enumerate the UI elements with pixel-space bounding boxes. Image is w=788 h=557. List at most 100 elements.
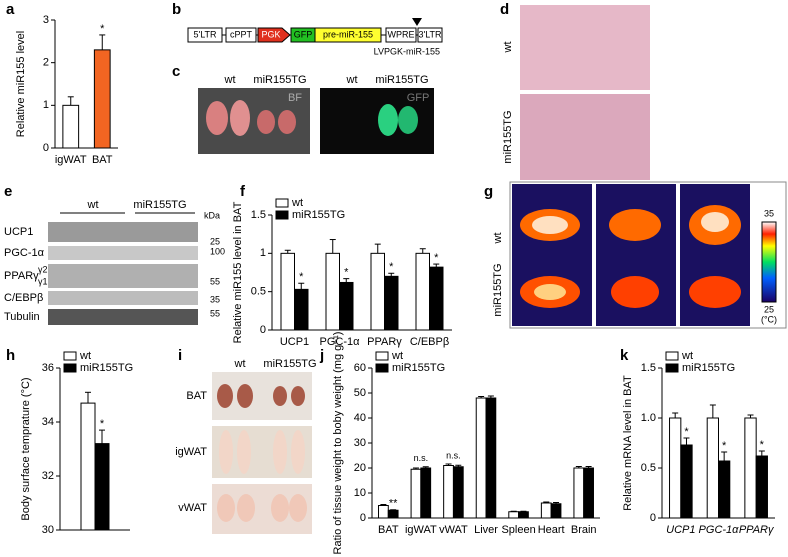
construct: 5'LTR cPPT PGK GFP pre-miR-155 WPRE 3'LT… (187, 18, 443, 56)
x-tick-label: igWAT (55, 154, 87, 166)
y-tick-label: 0.5 (251, 286, 266, 298)
significance: ** (389, 498, 398, 510)
row: wt (492, 233, 504, 245)
tissue-photos: wt miR155TG BAT igWAT vWAT (175, 358, 317, 534)
bar (420, 467, 432, 519)
y-tick-label: 30 (42, 524, 54, 536)
protein: UCP1 (4, 226, 33, 238)
group: wt (346, 74, 358, 86)
legend-label: miR155TG (80, 362, 133, 374)
bar (573, 467, 585, 519)
bar (680, 444, 693, 519)
significance: * (100, 23, 105, 35)
isoform: γ1 (38, 276, 48, 286)
y-tick-label: 60 (354, 362, 366, 374)
bar (485, 397, 497, 519)
element: 5'LTR (193, 29, 217, 39)
row: igWAT (175, 446, 207, 458)
x-tick-label: BAT (92, 154, 113, 166)
legend-swatch (275, 198, 289, 208)
x-tick-label: Spleen (501, 524, 535, 536)
bar (706, 417, 720, 519)
y-tick-label: 3 (43, 14, 49, 26)
y-tick-label: 0 (650, 512, 656, 524)
row: wt (502, 42, 514, 54)
y-tick-label: 36 (42, 362, 54, 374)
group: wt (224, 74, 236, 86)
x-tick-label: PGC-1α (699, 524, 740, 536)
bar (755, 455, 768, 519)
panel-label: j (319, 347, 324, 364)
x-tick-label: Heart (538, 524, 565, 536)
y-axis-label: Body surface temprature (°C) (20, 377, 32, 520)
x-tick-label: Liver (474, 524, 498, 536)
y-axis-label: Relative miR155 level (15, 31, 27, 137)
bar (387, 509, 399, 519)
group: miR155TG (253, 74, 306, 86)
western-blot: wt miR155TG kDa UCP1 PGC-1α PPARγ C/EBPβ… (4, 199, 225, 325)
panel-label: k (620, 347, 629, 364)
legend-label: miR155TG (682, 362, 735, 374)
thermal-image: 35 25 (°C) wt miR155TG (492, 181, 787, 329)
significance: * (760, 439, 765, 451)
scale-min: 25 (764, 304, 774, 314)
bar (429, 266, 444, 331)
significance: * (389, 261, 394, 273)
bar (518, 511, 529, 519)
bar (378, 505, 389, 519)
legend-swatch (275, 210, 289, 220)
significance: * (100, 418, 105, 430)
y-tick-label: 0 (43, 142, 49, 154)
element: cPPT (230, 29, 253, 39)
significance: * (434, 252, 439, 264)
element: pre-miR-155 (323, 29, 373, 39)
bar (410, 468, 422, 519)
y-tick-label: 10 (354, 487, 366, 499)
y-tick-label: 34 (42, 416, 54, 428)
legend-label: miR155TG (392, 362, 445, 374)
y-axis-label: Ratio of tissue weight to boby weight (m… (332, 332, 344, 555)
bar (370, 252, 385, 331)
y-axis-label: Relative miR155 level in BAT (232, 201, 244, 343)
y-tick-label: 1.5 (251, 209, 266, 221)
legend-label: wt (391, 350, 403, 362)
panel-label: f (240, 183, 246, 200)
element: WPRE (388, 29, 415, 39)
group: miR155TG (133, 199, 186, 211)
y-tick-label: 1.0 (641, 412, 656, 424)
bar (94, 443, 110, 531)
row: miR155TG (492, 263, 504, 316)
marker: 55 (210, 276, 220, 286)
bar (443, 465, 454, 519)
legend-swatch (375, 351, 389, 361)
x-tick-label: UCP1 (280, 336, 309, 348)
group: miR155TG (263, 358, 316, 370)
bar (540, 502, 552, 519)
bar (669, 417, 682, 519)
bar (718, 460, 731, 519)
y-tick-label: 2 (43, 57, 49, 69)
scale-max: 35 (764, 208, 774, 218)
x-tick-label: PPARγ (739, 524, 775, 536)
bar (452, 466, 464, 519)
significance: * (299, 271, 304, 283)
caption: LVPGK-miR-155 (374, 46, 440, 56)
row: vWAT (178, 502, 207, 514)
histology: wt miR155TG (502, 5, 650, 180)
mode: BF (288, 92, 302, 104)
panel-label: g (484, 183, 493, 200)
legend-label: miR155TG (292, 209, 345, 221)
bar (415, 252, 430, 331)
x-tick-label: Brain (571, 524, 597, 536)
marker: 100 (210, 246, 225, 256)
scale-unit: (°C) (761, 314, 777, 324)
protein: PPARγ (4, 270, 39, 282)
element: 3'LTR (418, 29, 442, 39)
photos-c: wt miR155TG wt miR155TG BF GFP (198, 74, 434, 154)
panel-label: a (6, 1, 15, 18)
significance: * (684, 426, 689, 438)
group: wt (87, 199, 99, 211)
bar (93, 49, 111, 149)
y-tick-label: 0 (260, 324, 266, 336)
